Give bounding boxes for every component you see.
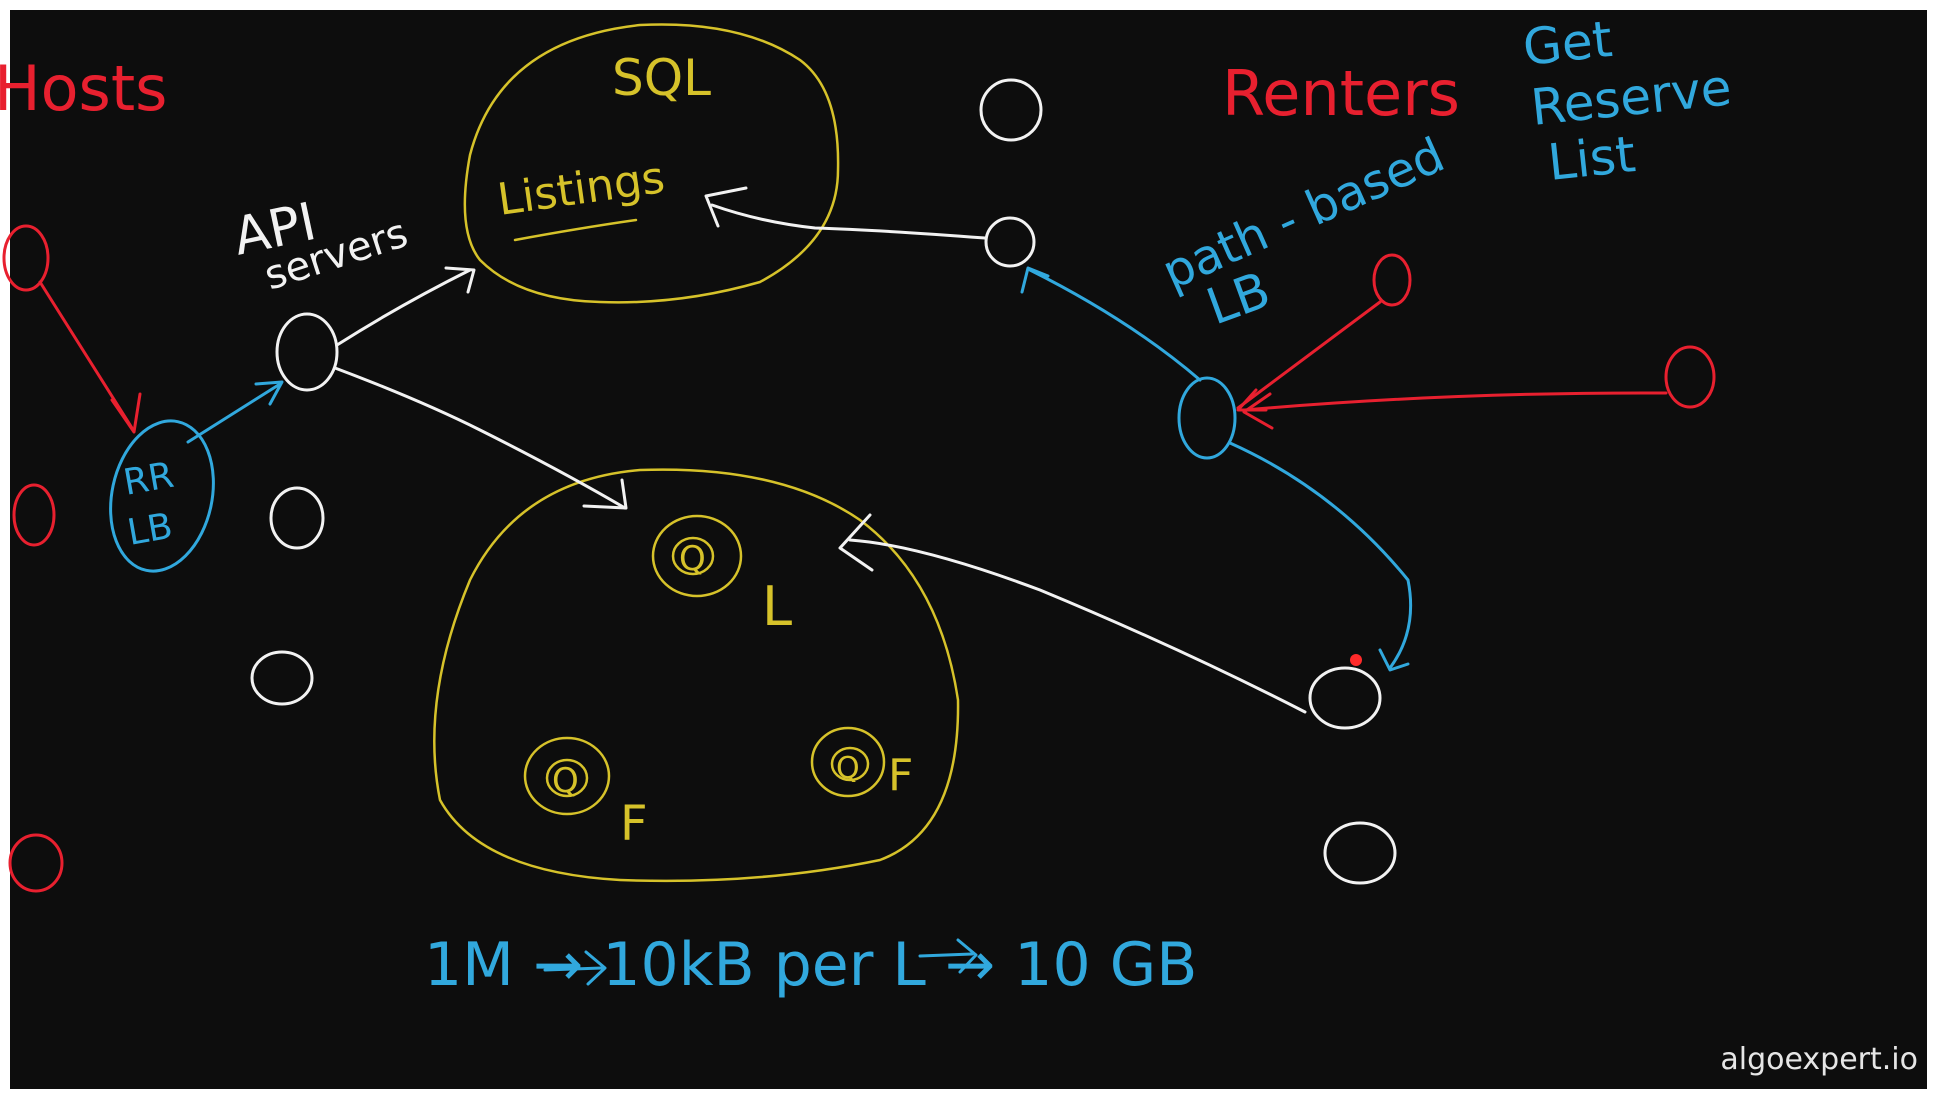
api-server-node-1 xyxy=(275,312,339,392)
api-server-node-2 xyxy=(269,486,325,550)
queue-node-follower-2 xyxy=(810,726,886,798)
label-cache-f1: F xyxy=(620,796,648,852)
laser-pointer xyxy=(1350,654,1362,666)
rr-lb-node xyxy=(109,419,215,573)
label-cache-f2: F xyxy=(888,750,913,801)
server-node-cache-client xyxy=(1308,666,1382,730)
server-to-sql-arrowhead xyxy=(704,186,748,228)
watermark: algoexpert.io xyxy=(1720,1042,1918,1077)
host-node-3 xyxy=(8,833,64,893)
label-queue-q1: Q xyxy=(679,539,706,579)
queue-node-follower-1 xyxy=(523,736,611,816)
server-node-top xyxy=(979,78,1043,142)
lb-to-api-arrow xyxy=(186,382,282,444)
label-queue-q3: Q xyxy=(836,751,860,786)
math-arrow-2-head xyxy=(956,938,978,974)
listings-underline xyxy=(513,218,638,242)
server-to-sql-arrow xyxy=(710,203,987,240)
label-renters: Renters xyxy=(1222,57,1460,130)
host-to-lb-arrow xyxy=(38,280,134,430)
sql-database-outline xyxy=(463,23,840,304)
path-lb-node xyxy=(1177,376,1237,460)
path-lb-to-cache-server-arrow xyxy=(1228,441,1413,670)
renter1-to-lb-arrow xyxy=(1236,300,1382,410)
label-get: Get xyxy=(1520,10,1615,77)
path-lb-to-cache-server-arrowhead xyxy=(1378,648,1410,672)
lb-to-api-arrowhead xyxy=(254,380,284,406)
label-list: List xyxy=(1545,125,1638,192)
label-queue-q2: Q xyxy=(552,761,579,801)
label-sql: SQL xyxy=(612,49,711,107)
label-hosts: Hosts xyxy=(0,52,167,125)
host-node-1 xyxy=(2,224,50,292)
queue-node-leader xyxy=(651,514,743,598)
label-rr: RR xyxy=(120,455,176,504)
server-node-bottom xyxy=(1323,821,1397,885)
queue-node-follower-1-inner xyxy=(545,758,589,798)
renter2-to-lb-arrow xyxy=(1243,391,1668,412)
cache-cluster-outline xyxy=(433,468,960,883)
math-arrow-2 xyxy=(918,952,974,958)
label-cache-l: L xyxy=(762,575,792,638)
host-to-lb-arrowhead xyxy=(110,392,142,434)
queue-node-leader-inner xyxy=(671,536,715,576)
api-to-cache-arrowhead xyxy=(582,478,628,510)
renter2-arrowhead xyxy=(1242,392,1274,430)
label-rr-lb: LB xyxy=(124,506,175,554)
math-arrow-1-head xyxy=(584,950,607,986)
cache-client-to-cache-arrow xyxy=(848,538,1307,714)
path-lb-to-server-arrowhead xyxy=(1020,266,1050,294)
api-to-cache-arrow xyxy=(333,366,627,510)
server-node-mid xyxy=(984,216,1036,268)
renter-node-2 xyxy=(1664,345,1716,409)
path-lb-to-server-arrow xyxy=(1028,268,1202,382)
api-to-sql-arrow xyxy=(335,268,472,347)
queue-node-follower-2-inner xyxy=(830,746,870,782)
cache-client-to-cache-arrowhead xyxy=(838,513,874,572)
api-to-sql-arrowhead xyxy=(444,266,476,294)
host-node-2 xyxy=(12,483,56,547)
api-server-node-3 xyxy=(250,650,314,706)
board-background xyxy=(10,10,1927,1089)
renter-node-1 xyxy=(1372,253,1412,307)
math-arrow-1 xyxy=(543,966,604,972)
label-math: 1M → 10kB per L → 10 GB xyxy=(424,930,1197,1000)
